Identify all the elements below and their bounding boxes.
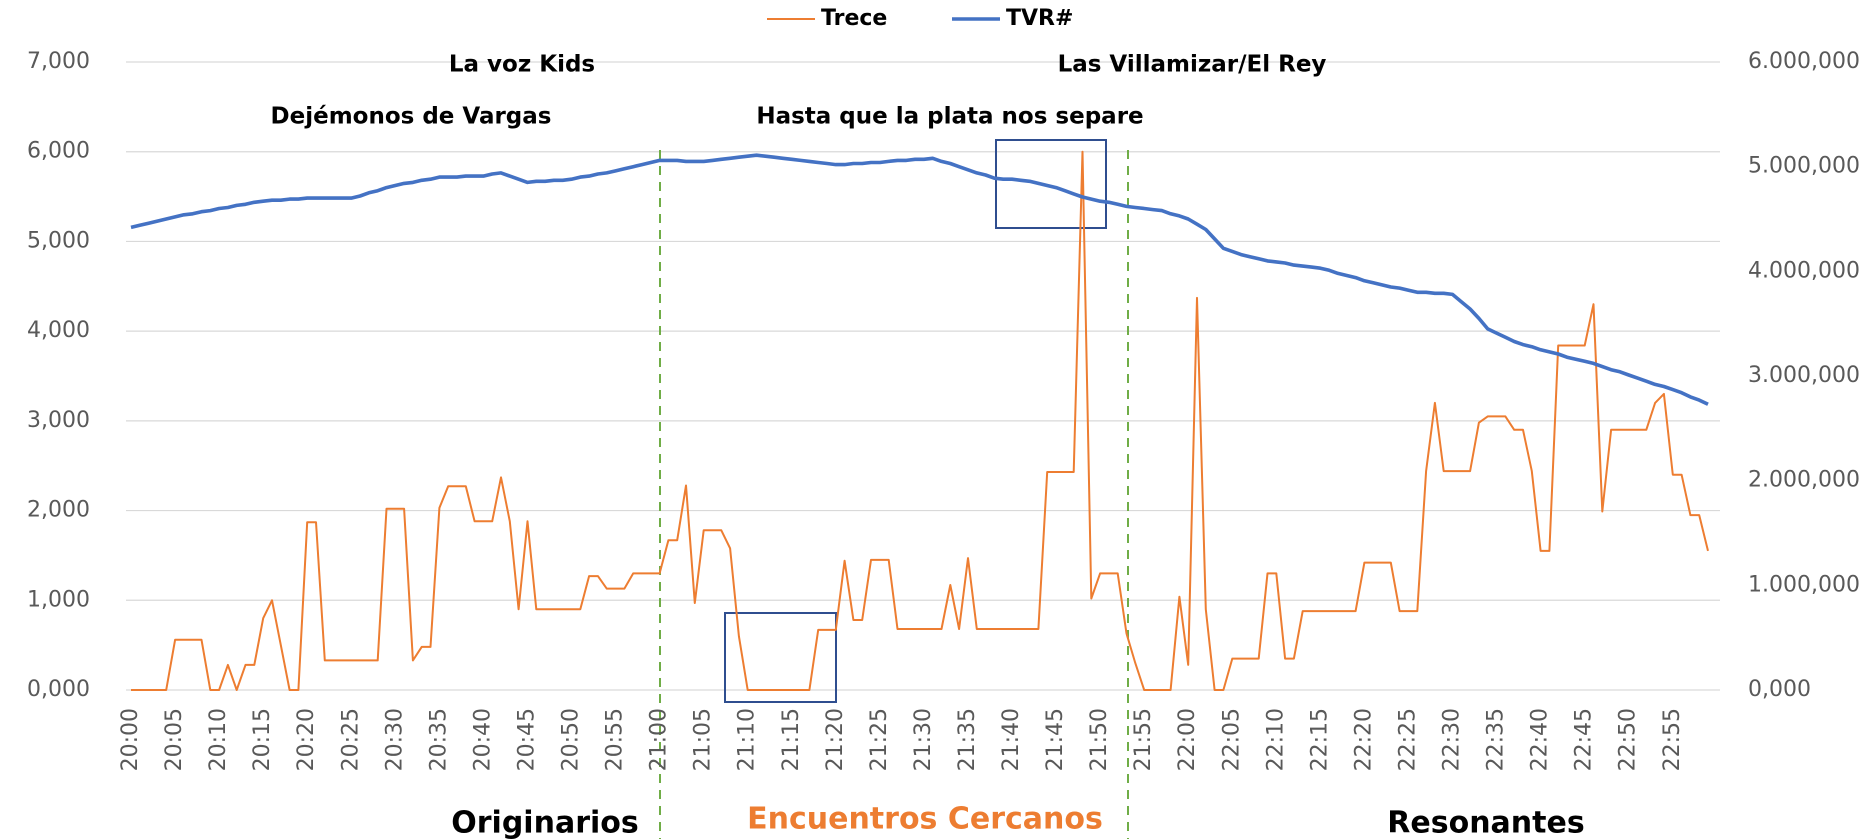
x-tick-label: 22:35 [1484,708,1509,771]
x-tick-label: 22:50 [1616,708,1641,771]
highlight-box [995,139,1107,229]
y-tick-label: 1,000 [27,587,90,612]
y2-tick-label: 2.000,000 [1748,468,1860,493]
x-tick-label: 20:00 [118,708,143,771]
annotation: Dejémonos de Vargas [271,104,552,130]
program-label: Originarios [451,806,639,839]
x-tick-label: 20:25 [338,708,363,771]
x-tick-label: 21:40 [999,708,1024,771]
legend-label: TVR# [1006,6,1073,31]
y-tick-label: 3,000 [27,408,90,433]
x-tick-label: 22:10 [1263,708,1288,771]
series-line [131,150,1709,691]
x-tick-label: 20:10 [206,708,231,771]
highlight-box [724,612,837,703]
x-tick-label: 21:15 [779,708,804,771]
y-tick-label: 6,000 [27,139,90,164]
legend-label: Trece [821,6,887,31]
x-tick-label: 22:45 [1572,708,1597,771]
x-tick-label: 20:50 [559,708,584,771]
x-tick-label: 22:30 [1440,708,1465,771]
x-tick-label: 22:20 [1351,708,1376,771]
x-tick-label: 21:20 [823,708,848,771]
x-tick-label: 22:40 [1528,708,1553,771]
y-tick-label: 0,000 [27,677,90,702]
y-tick-label: 7,000 [27,49,90,74]
y2-tick-label: 0,000 [1748,677,1811,702]
x-tick-label: 20:05 [162,708,187,771]
annotation: La voz Kids [449,52,595,78]
program-label: Encuentros Cercanos [747,802,1103,837]
x-tick-label: 20:55 [603,708,628,771]
x-tick-label: 21:35 [955,708,980,771]
x-tick-label: 21:10 [735,708,760,771]
x-tick-label: 21:05 [691,708,716,771]
y2-tick-label: 4.000,000 [1748,258,1860,283]
x-tick-label: 20:15 [250,708,275,771]
x-tick-label: 20:40 [470,708,495,771]
y-tick-label: 2,000 [27,498,90,523]
x-tick-label: 22:00 [1175,708,1200,771]
series-line [130,153,1709,406]
x-tick-label: 22:15 [1307,708,1332,771]
x-tick-label: 21:55 [1131,708,1156,771]
x-tick-label: 21:25 [867,708,892,771]
y-tick-label: 5,000 [27,228,90,253]
x-tick-label: 21:00 [647,708,672,771]
x-tick-label: 21:30 [911,708,936,771]
program-label: Resonantes [1387,806,1584,839]
x-tick-label: 22:25 [1395,708,1420,771]
annotation: Hasta que la plata nos separe [756,104,1143,130]
y2-tick-label: 6.000,000 [1748,49,1860,74]
annotation: Las Villamizar/El Rey [1058,52,1327,78]
x-tick-label: 20:45 [514,708,539,771]
y2-tick-label: 5.000,000 [1748,154,1860,179]
x-tick-label: 21:50 [1087,708,1112,771]
x-tick-label: 20:35 [426,708,451,771]
y-tick-label: 4,000 [27,318,90,343]
x-tick-label: 21:45 [1043,708,1068,771]
x-tick-label: 20:30 [382,708,407,771]
x-tick-label: 22:05 [1219,708,1244,771]
y2-tick-label: 3.000,000 [1748,363,1860,388]
x-tick-label: 22:55 [1660,708,1685,771]
x-tick-label: 20:20 [294,708,319,771]
y2-tick-label: 1.000,000 [1748,572,1860,597]
